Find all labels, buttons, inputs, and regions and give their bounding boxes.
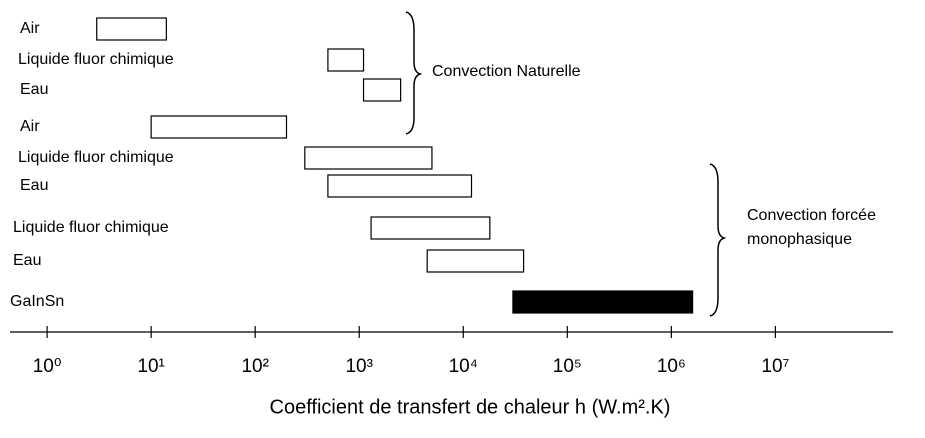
x-tick-label: 10³ — [345, 356, 372, 377]
row-label: Eau — [20, 81, 48, 98]
range-bar — [96, 17, 167, 41]
x-tick-label: 10⁷ — [761, 356, 789, 377]
annotation: Convection forcée — [747, 207, 876, 224]
row-label: Air — [20, 20, 40, 37]
x-tick-label: 10¹ — [137, 356, 164, 377]
x-tick-label: 10² — [241, 356, 268, 377]
annotation: Convection Naturelle — [432, 63, 581, 80]
range-bar — [370, 216, 491, 240]
row-label: Eau — [20, 177, 48, 194]
range-bar — [512, 290, 694, 314]
range-bar — [362, 78, 402, 102]
row-label: Liquide fluor chimique — [18, 149, 174, 166]
row-label: Liquide fluor chimique — [13, 219, 169, 236]
row-label: Liquide fluor chimique — [18, 51, 174, 68]
range-bar — [304, 146, 433, 170]
x-tick-label: 10⁴ — [449, 356, 478, 377]
annotation: monophasique — [747, 231, 852, 248]
row-label: Air — [20, 118, 40, 135]
x-axis-label: Coefficient de transfert de chaleur h (W… — [270, 396, 671, 418]
row-label: Eau — [13, 252, 41, 269]
row-label: GaInSn — [10, 293, 64, 310]
x-tick-label: 10⁵ — [553, 356, 582, 377]
x-tick-label: 10⁶ — [657, 356, 686, 377]
brace — [709, 163, 727, 317]
brace — [405, 11, 423, 135]
range-bar — [327, 174, 473, 198]
range-bar — [327, 48, 365, 72]
range-bar — [426, 249, 525, 273]
range-bar — [150, 115, 288, 139]
x-tick-label: 10⁰ — [33, 356, 62, 377]
